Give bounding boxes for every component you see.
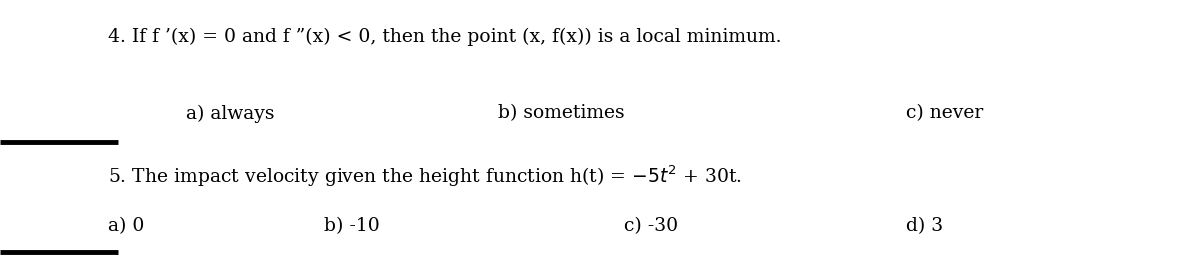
Text: 5. The impact velocity given the height function h(t) = $-5t^2$ + 30t.: 5. The impact velocity given the height … bbox=[108, 163, 742, 189]
Text: d) 3: d) 3 bbox=[906, 217, 943, 235]
Text: c) -30: c) -30 bbox=[624, 217, 678, 235]
Text: a) always: a) always bbox=[186, 104, 275, 123]
Text: b) -10: b) -10 bbox=[324, 217, 379, 235]
Text: a) 0: a) 0 bbox=[108, 217, 144, 235]
Text: 4. If f ’(x) = 0 and f ”(x) < 0, then the point (x, f(x)) is a local minimum.: 4. If f ’(x) = 0 and f ”(x) < 0, then th… bbox=[108, 27, 781, 46]
Text: c) never: c) never bbox=[906, 104, 983, 122]
Text: b) sometimes: b) sometimes bbox=[498, 104, 625, 122]
